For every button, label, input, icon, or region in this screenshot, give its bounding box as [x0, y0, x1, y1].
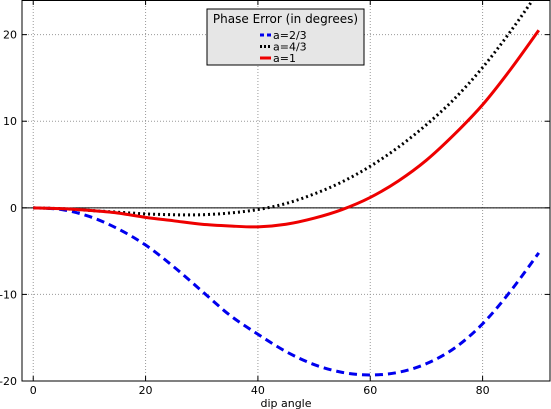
series-layer [33, 0, 540, 377]
x-tick-label: 20 [139, 384, 153, 397]
legend-label-2: a=4/3 [273, 41, 307, 54]
y-tick-label: 10 [3, 115, 17, 128]
series-line-3 [33, 29, 540, 229]
legend-label-3: a=1 [273, 52, 296, 65]
legend-items: a=2/3a=4/3a=1 [260, 29, 307, 65]
x-tick-label: 40 [251, 384, 265, 397]
tick-marks [22, 0, 550, 382]
y-tick-label: 20 [3, 29, 17, 42]
series-line-1 [33, 206, 540, 377]
plot-frame [21, 0, 551, 382]
legend-label-1: a=2/3 [273, 29, 307, 42]
tick-labels: 0 20 40 60 80 -20 -10 0 10 20 [0, 29, 490, 397]
y-tick-label: -10 [0, 288, 17, 301]
x-tick-label: 60 [363, 384, 377, 397]
legend: Phase Error (in degrees) a=2/3a=4/3a=1 [206, 8, 365, 66]
y-tick-label: -20 [0, 375, 17, 388]
legend-box [206, 8, 365, 66]
x-tick-label: 0 [30, 384, 37, 397]
x-tick-label: 80 [476, 384, 490, 397]
y-tick-label: 0 [10, 202, 17, 215]
legend-title: Phase Error (in degrees) [213, 12, 358, 26]
x-axis-label: dip angle [260, 397, 311, 409]
